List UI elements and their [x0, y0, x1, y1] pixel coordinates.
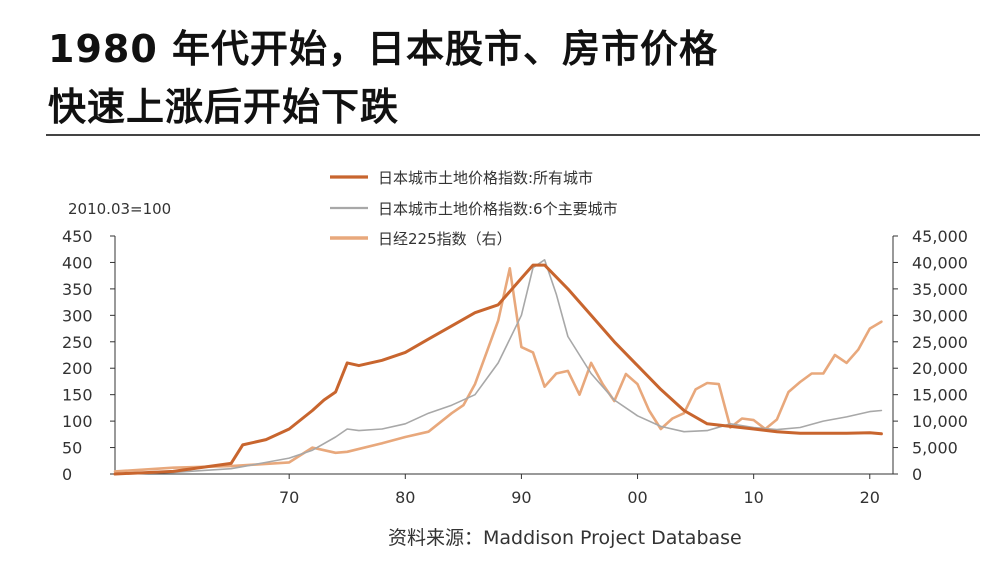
source-note: 资料来源：Maddison Project Database: [388, 527, 742, 549]
left-tick-label: 200: [62, 359, 93, 378]
right-tick-label: 25,000: [912, 333, 968, 352]
legend-label: 日经225指数（右）: [378, 230, 512, 248]
left-tick-label: 150: [62, 386, 93, 405]
right-tick-label: 30,000: [912, 306, 968, 325]
left-tick-label: 250: [62, 333, 93, 352]
right-tick-label: 45,000: [912, 227, 968, 246]
x-tick-label: 00: [627, 488, 647, 507]
left-tick-label: 450: [62, 227, 93, 246]
right-tick-label: 15,000: [912, 386, 968, 405]
page-title-line1: 1980 年代开始，日本股市、房市价格: [48, 27, 718, 71]
chart-series: [113, 258, 883, 476]
left-tick-label: 400: [62, 253, 93, 272]
x-tick-label: 20: [860, 488, 880, 507]
series-line-0: [113, 263, 883, 476]
x-tick-label: 90: [511, 488, 531, 507]
left-tick-label: 300: [62, 306, 93, 325]
title-divider: [46, 134, 980, 136]
legend-label: 日本城市土地价格指数:6个主要城市: [378, 200, 618, 218]
x-tick-label: 10: [743, 488, 763, 507]
left-tick-label: 0: [62, 465, 72, 484]
right-tick-label: 40,000: [912, 253, 968, 272]
chart-legend: 日本城市土地价格指数:所有城市日本城市土地价格指数:6个主要城市日经225指数（…: [330, 169, 618, 248]
chart-axes: 0 50 100 150 200 250 300 350 400 450 0 5,000 10,000 1…: [62, 227, 968, 507]
page-title-line2: 快速上涨后开始下跌: [48, 85, 400, 129]
right-tick-label: 20,000: [912, 359, 968, 378]
left-tick-label: 350: [62, 280, 93, 299]
x-tick-label: 80: [395, 488, 415, 507]
series-line-1: [114, 258, 883, 475]
left-tick-label: 100: [62, 412, 93, 431]
series-line-2: [113, 266, 883, 473]
right-tick-label: 5,000: [912, 439, 958, 458]
legend-label: 日本城市土地价格指数:所有城市: [378, 169, 593, 187]
right-tick-label: 35,000: [912, 280, 968, 299]
right-tick-label: 0: [912, 465, 922, 484]
x-tick-label: 70: [279, 488, 299, 507]
right-tick-label: 10,000: [912, 412, 968, 431]
left-tick-label: 50: [62, 439, 82, 458]
left-axis-label: 2010.03=100: [68, 200, 171, 218]
